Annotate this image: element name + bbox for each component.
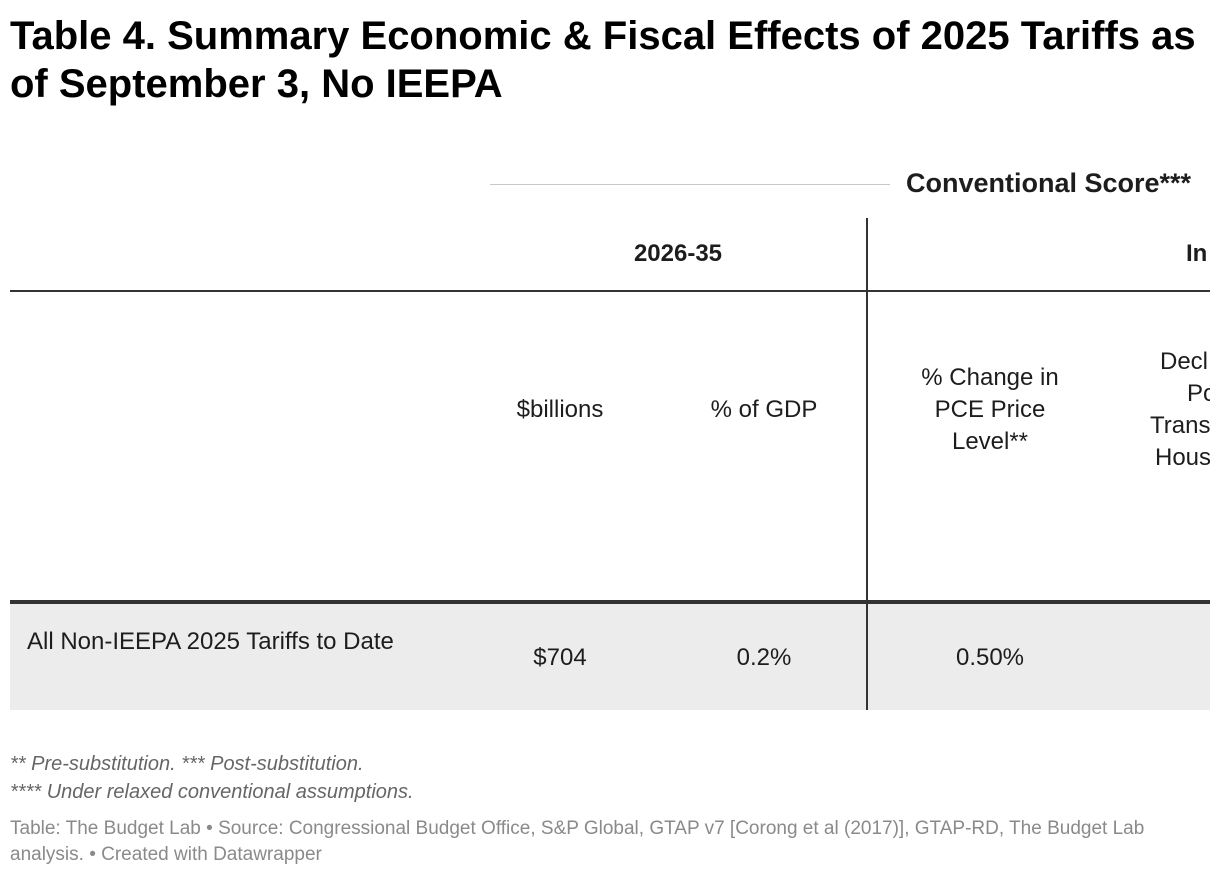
col-header-gdp: % of GDP [710, 396, 818, 423]
header-rule [10, 290, 1210, 292]
col-header-billions: $billions [516, 396, 604, 423]
row-label: All Non-IEEPA 2025 Tariffs to Date [27, 628, 394, 655]
col-header-partial-line: Hous [1155, 444, 1210, 471]
cell-billions: $704 [533, 644, 587, 671]
body-rule [10, 600, 1210, 604]
cell-pce: 0.50% [955, 644, 1025, 671]
col-header-pce: % Change in PCE Price Level** [921, 364, 1059, 455]
col-header-partial-line: Po [1187, 380, 1210, 407]
footnote: **** Under relaxed conventional assumpti… [10, 781, 414, 803]
group-header-partial: In [1186, 240, 1208, 267]
spanner-label: Conventional Score*** [906, 168, 1192, 198]
spanner-rule [490, 184, 890, 185]
source-note: Table: The Budget Lab • Source: Congress… [10, 818, 1145, 865]
col-header-partial-line: Trans [1150, 412, 1210, 439]
page-title: Table 4. Summary Economic & Fiscal Effec… [10, 14, 1196, 106]
cell-gdp: 0.2% [736, 644, 792, 671]
footnote: ** Pre-substitution. *** Post-substituti… [10, 753, 364, 775]
table-row [10, 604, 1210, 710]
column-divider [866, 218, 868, 710]
column-divider [866, 604, 868, 710]
group-header-2026-35: 2026-35 [633, 240, 723, 267]
col-header-partial-line: Decl [1160, 348, 1209, 375]
